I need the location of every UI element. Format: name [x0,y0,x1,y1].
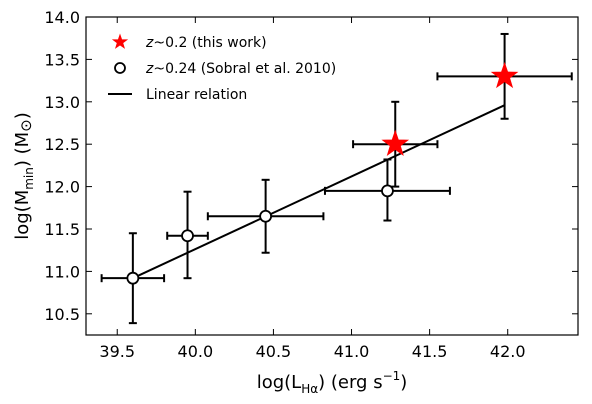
legend-label-this-work: z~0.2 (this work) [145,35,267,51]
linear-relation-line [132,104,506,280]
plot-frame [85,16,579,336]
y-tick-label-0: 10.5 [44,305,80,324]
y-tick-label-3: 12.0 [44,178,80,197]
circle-marker [259,209,273,223]
y-axis-label: log(Mmin) (M⊙) [12,112,36,240]
legend-label-sobral: z~0.24 (Sobral et al. 2010) [145,61,336,77]
circle-marker [181,229,194,243]
x-tick-label-2: 40.5 [256,342,292,361]
star-marker [381,129,410,156]
y-tick-label-5: 13.0 [44,93,80,112]
circle-point-2 [206,178,325,254]
y-tick-label-6: 13.5 [44,50,80,69]
circle-point-3 [323,158,451,222]
legend-label-linear-relation: Linear relation [146,87,247,103]
legend-item-this-work: z~0.2 (this work) [111,33,267,51]
x-tick-label-5: 42.0 [490,342,526,361]
star-point-0 [352,100,439,188]
legend-item-sobral: z~0.24 (Sobral et al. 2010) [114,61,336,77]
y-tick-label-7: 14.0 [44,8,80,27]
x-tick-label-0: 39.5 [99,342,135,361]
y-tick-label-4: 12.5 [44,135,80,154]
x-axis-label: log(LHα) (erg s−1) [257,369,408,396]
circle-point-1 [166,190,209,280]
x-tick-label-1: 40.0 [178,342,214,361]
circle-marker [381,184,394,198]
y-tick-label-2: 11.5 [44,220,80,239]
circle-point-0 [100,232,166,325]
y-tick-label-1: 11.0 [44,262,80,281]
star-marker [490,61,519,89]
circle-marker [126,271,140,285]
x-tick-label-4: 41.5 [412,342,448,361]
legend-star-marker [111,33,129,49]
star-point-1 [436,32,573,120]
legend-item-linear-relation: Linear relation [108,87,247,103]
legend-circle-shape [114,62,126,74]
axis-ticks: 39.5 40.0 40.5 41.0 41.5 42.0 10.5 11.0 11.5 12.0… [44,8,578,361]
legend-star-shape [111,33,129,49]
x-tick-label-3: 41.0 [334,342,370,361]
legend: z~0.2 (this work) z~0.24 (Sobral et al. … [108,33,336,103]
legend-circle-marker [114,62,126,74]
plot-content [100,32,573,325]
